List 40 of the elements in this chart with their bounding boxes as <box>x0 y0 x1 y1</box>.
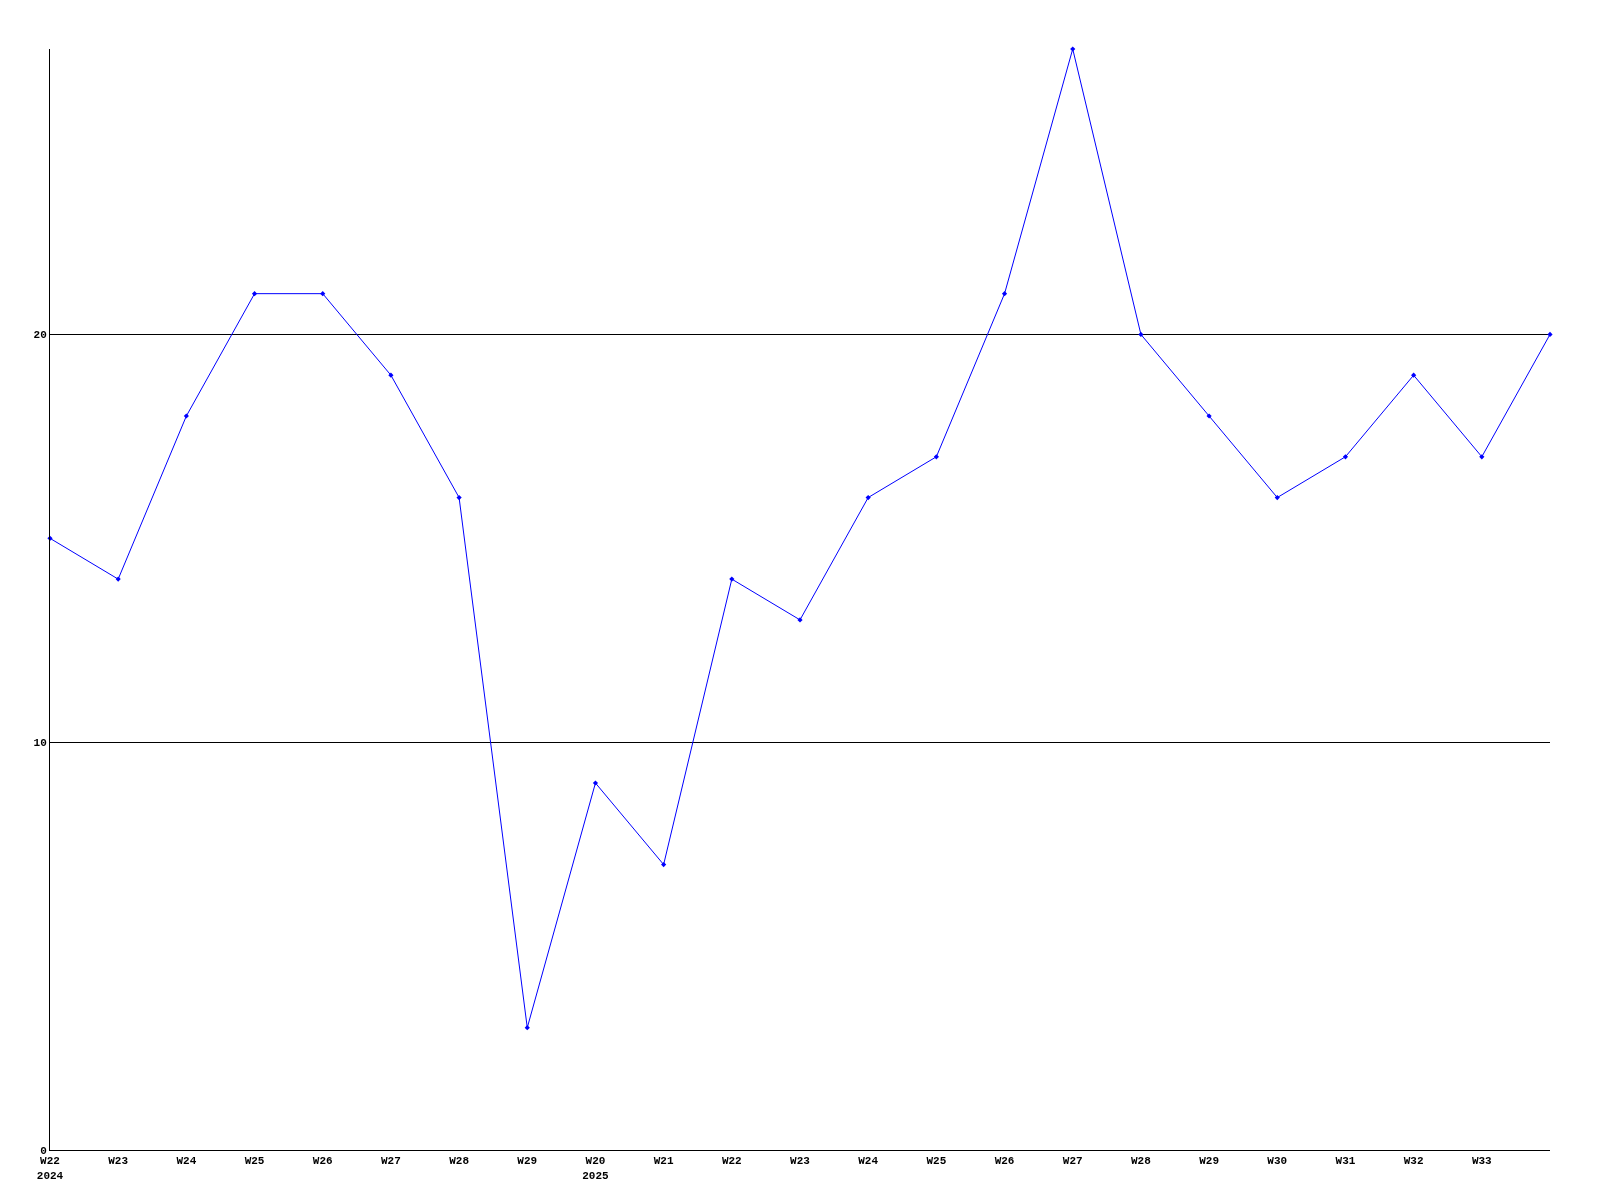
point <box>1547 331 1553 338</box>
x-tick-label: W20 2025 <box>582 1155 610 1182</box>
x-tick-label: W32 <box>1403 1155 1424 1168</box>
point <box>456 494 462 501</box>
x-tick-label: W21 <box>653 1155 674 1168</box>
x-tick-label: W27 <box>1062 1155 1083 1168</box>
x-tick-label: W31 <box>1335 1155 1356 1168</box>
y-tick-label: 10 <box>33 737 47 750</box>
x-tick-label: W26 <box>994 1155 1015 1168</box>
x-tick-label: W27 <box>381 1155 401 1168</box>
point <box>1001 291 1008 297</box>
point <box>661 861 667 868</box>
x-tick-label: W25 <box>926 1155 947 1168</box>
x-tick-label: W22 2024 <box>36 1155 64 1182</box>
point <box>320 291 326 297</box>
x-tick-label: W25 <box>244 1155 265 1168</box>
point <box>1342 454 1349 460</box>
x-tick-label: W28 <box>449 1155 470 1168</box>
point <box>1138 331 1144 338</box>
x-tick-label: W24 <box>858 1155 879 1168</box>
x-tick-label: W28 <box>1131 1155 1152 1168</box>
point <box>1411 372 1417 378</box>
point <box>865 494 871 501</box>
x-tick-label: W30 <box>1267 1155 1288 1168</box>
x-tick-label: W29 <box>1199 1155 1219 1168</box>
x-tick-label: W22 <box>721 1155 742 1168</box>
x-tick-label: W23 <box>108 1155 129 1168</box>
point <box>1479 454 1485 460</box>
x-tick-label: W26 <box>312 1155 333 1168</box>
y-tick-label: 0 <box>40 1144 47 1157</box>
point <box>933 454 939 460</box>
x-tick-label: W33 <box>1471 1155 1493 1168</box>
point <box>251 291 258 297</box>
y-tick-label: 20 <box>33 329 47 342</box>
point <box>1274 494 1280 501</box>
x-tick-label: W23 <box>790 1155 811 1168</box>
x-tick-label: W29 <box>517 1155 538 1168</box>
point <box>592 780 599 786</box>
point <box>524 1025 530 1031</box>
x-tick-label: W24 <box>176 1155 197 1168</box>
